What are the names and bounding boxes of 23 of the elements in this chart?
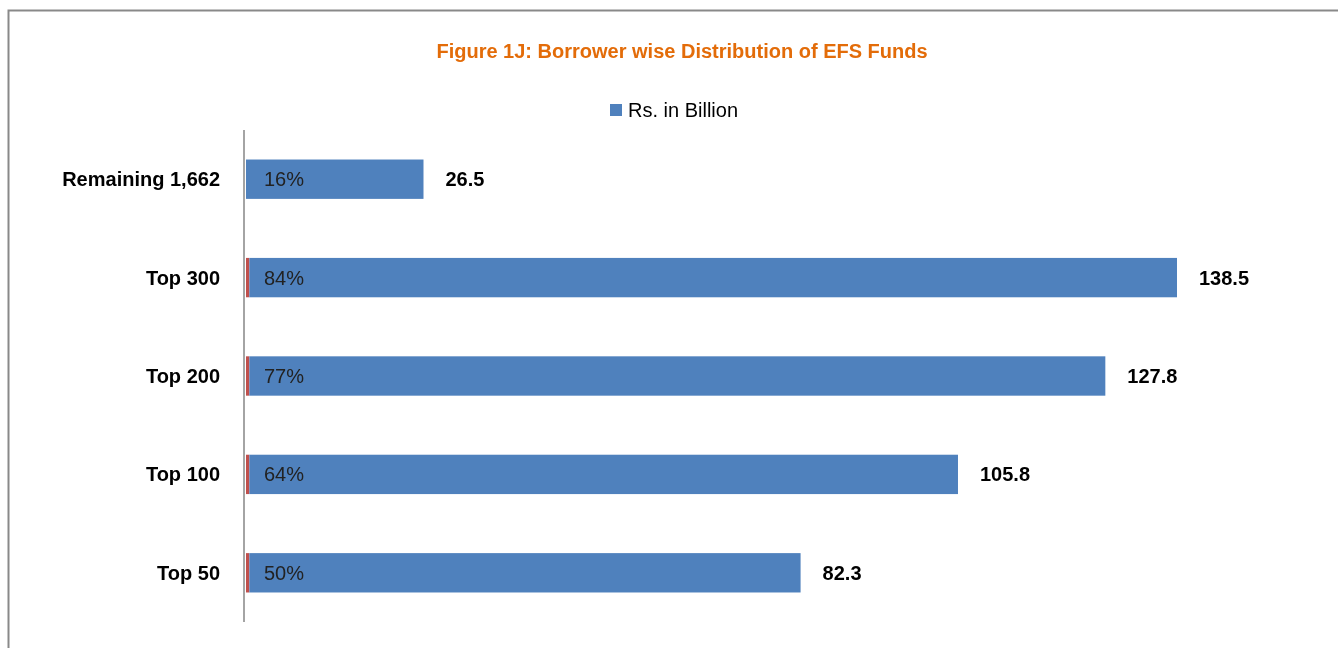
bar	[249, 257, 1177, 298]
data-label: 105.8	[979, 463, 1031, 486]
chart-title: Figure 1J: Borrower wise Distribution of EFS Funds	[436, 40, 928, 62]
annotation: 64%	[264, 463, 305, 486]
y-tick-label: Top 300	[145, 266, 220, 289]
data-label: 26.5	[445, 168, 485, 191]
y-tick-label: Remaining 1,662	[62, 168, 220, 191]
annotation: 84%	[264, 266, 305, 289]
y-tick-label: Top 50	[157, 561, 220, 584]
bar	[246, 356, 250, 396]
legend-label: Rs. in Billion	[628, 99, 739, 121]
annotation: 50%	[264, 561, 305, 584]
y-tick-label: Top 200	[145, 365, 220, 387]
bar	[249, 454, 958, 495]
bar	[246, 159, 424, 199]
annotation: 16%	[264, 168, 305, 191]
bar	[249, 553, 801, 593]
y-tick-label: Top 100	[145, 463, 220, 486]
annotation: 77%	[264, 365, 305, 387]
data-label: 82.3	[822, 561, 862, 584]
bar	[249, 356, 1106, 396]
data-label: 127.8	[1127, 365, 1178, 387]
data-label: 138.5	[1199, 266, 1250, 289]
